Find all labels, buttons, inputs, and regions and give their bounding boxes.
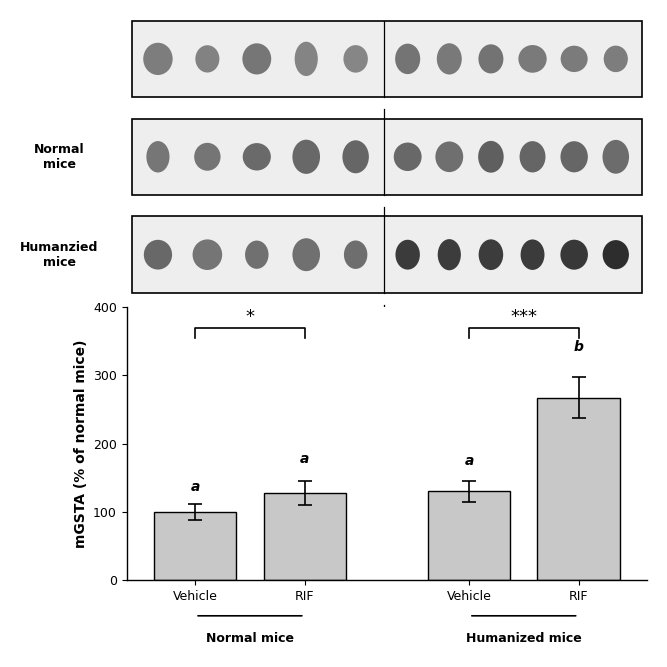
Ellipse shape (602, 140, 629, 173)
Ellipse shape (344, 241, 368, 269)
Text: RIF: RIF (508, 321, 526, 334)
Bar (132, 216, 642, 293)
Ellipse shape (243, 143, 271, 171)
Ellipse shape (518, 45, 547, 73)
Text: Vehicle: Vehicle (235, 223, 278, 236)
Bar (132, 119, 642, 195)
Ellipse shape (561, 46, 588, 72)
Bar (263, 493, 346, 580)
Ellipse shape (394, 143, 422, 171)
Ellipse shape (342, 140, 369, 173)
Text: a: a (300, 452, 309, 466)
Ellipse shape (295, 42, 317, 76)
Text: Humanized mice: Humanized mice (468, 125, 566, 138)
Text: RIF: RIF (508, 223, 526, 236)
Ellipse shape (520, 239, 544, 270)
Text: Normal mice: Normal mice (219, 125, 294, 138)
Ellipse shape (560, 141, 588, 172)
Ellipse shape (245, 241, 269, 269)
Ellipse shape (479, 239, 503, 270)
Ellipse shape (194, 143, 221, 171)
Ellipse shape (602, 240, 629, 269)
Ellipse shape (520, 141, 546, 173)
Ellipse shape (242, 43, 271, 75)
Ellipse shape (195, 45, 219, 73)
Ellipse shape (560, 239, 588, 269)
Ellipse shape (344, 45, 368, 73)
Ellipse shape (146, 141, 169, 173)
Text: Normal mice: Normal mice (206, 632, 294, 644)
Ellipse shape (436, 141, 463, 172)
Y-axis label: mGSTA (% of normal mice): mGSTA (% of normal mice) (73, 340, 87, 548)
Ellipse shape (292, 238, 320, 271)
Ellipse shape (604, 45, 628, 72)
Text: Normal
mice: Normal mice (34, 143, 85, 171)
Ellipse shape (396, 239, 420, 269)
Ellipse shape (437, 43, 462, 75)
Text: ***: *** (510, 308, 538, 326)
Text: *: * (245, 308, 254, 326)
Ellipse shape (478, 141, 504, 173)
Text: a: a (464, 454, 474, 468)
Ellipse shape (292, 139, 320, 174)
Text: Humanzied
mice: Humanzied mice (20, 241, 98, 269)
Bar (428, 492, 510, 580)
Text: Vehicle: Vehicle (235, 321, 278, 334)
Text: Humanized mice: Humanized mice (466, 632, 582, 644)
Bar (538, 398, 620, 580)
Text: a: a (191, 480, 200, 494)
Bar (154, 512, 236, 580)
Ellipse shape (144, 240, 172, 269)
Ellipse shape (438, 239, 461, 270)
Ellipse shape (143, 43, 173, 75)
Text: b: b (574, 340, 584, 354)
Bar (132, 21, 642, 97)
Ellipse shape (193, 239, 222, 270)
Ellipse shape (478, 44, 504, 73)
Ellipse shape (395, 43, 420, 74)
